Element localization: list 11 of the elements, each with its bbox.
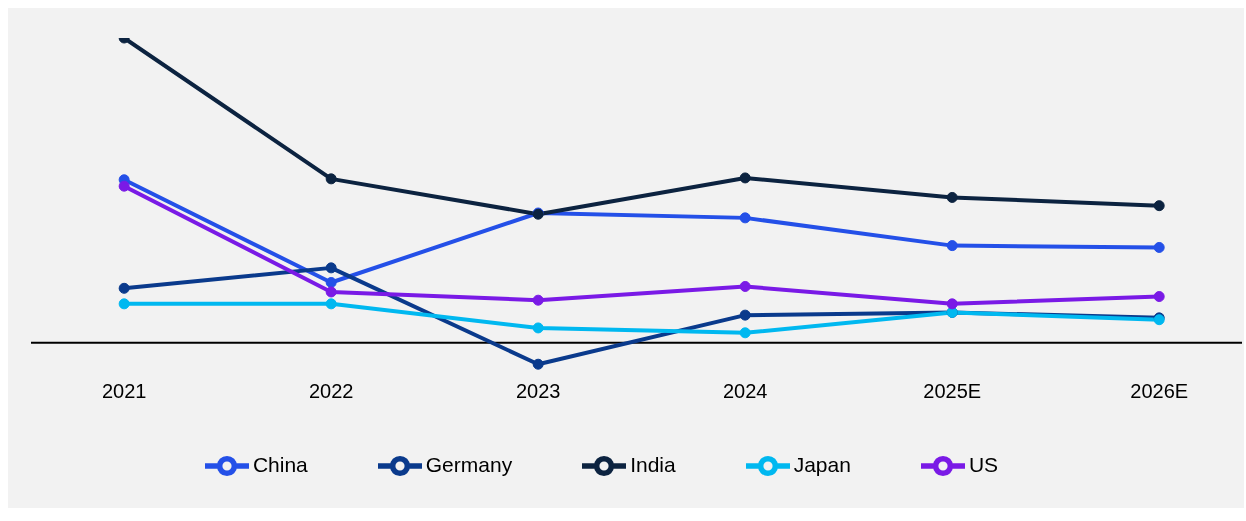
legend-label: Germany — [425, 452, 513, 476]
legend-label: China — [252, 452, 308, 476]
x-tick-label: 2024 — [722, 380, 768, 403]
x-tick-label: 2025E — [923, 380, 982, 403]
x-tick-label: 2023 — [515, 380, 561, 403]
legend-label: Japan — [793, 452, 851, 476]
legend-label: US — [968, 452, 999, 476]
legend-label: India — [630, 452, 676, 476]
x-tick-label: 2026E — [1130, 380, 1189, 403]
x-tick-label: 2021 — [101, 380, 147, 403]
x-tick-label: 2022 — [308, 380, 354, 403]
